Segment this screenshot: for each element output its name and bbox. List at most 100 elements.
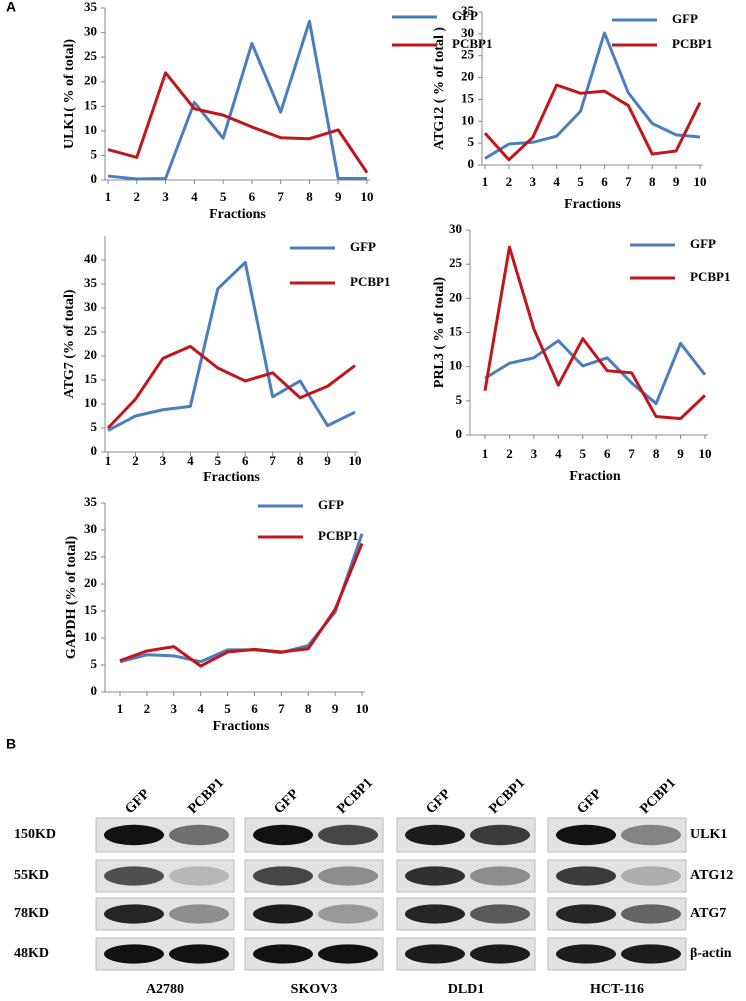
x-tick-label: 5 — [220, 189, 227, 204]
lane-label: PCBP1 — [334, 776, 375, 817]
y-tick-label: 35 — [461, 3, 475, 18]
legend-label: PCBP1 — [690, 269, 730, 284]
blot-band — [318, 866, 378, 886]
blot-band — [318, 904, 378, 924]
x-axis-label: Fractions — [564, 197, 621, 212]
y-tick-label: 5 — [91, 656, 98, 671]
legend-label: GFP — [452, 8, 478, 23]
blot-band — [470, 904, 530, 924]
y-tick-label: 25 — [84, 548, 98, 563]
x-tick-label: 1 — [482, 446, 489, 461]
blot-band — [556, 824, 616, 846]
y-axis-label: ATG7 (% of total) — [62, 289, 77, 398]
y-tick-label: 30 — [84, 299, 97, 314]
y-tick-label: 35 — [84, 275, 98, 290]
y-tick-label: 15 — [84, 602, 98, 617]
x-tick-label: 5 — [224, 701, 231, 716]
blot-band — [104, 904, 164, 924]
blot-band — [556, 866, 616, 886]
blot-band — [405, 944, 465, 964]
y-tick-label: 25 — [84, 323, 98, 338]
lane-label: PCBP1 — [637, 776, 678, 817]
y-tick-label: 0 — [91, 171, 98, 186]
data-line — [119, 542, 364, 668]
y-tick-label: 5 — [468, 134, 475, 149]
x-tick-label: 5 — [215, 453, 222, 468]
y-tick-label: 0 — [456, 426, 463, 441]
x-tick-label: 9 — [335, 189, 342, 204]
blot-band — [169, 904, 229, 924]
legend-label: GFP — [690, 236, 716, 251]
x-axis-label: Fractions — [213, 719, 270, 734]
y-axis-label: GAPDH (% of total) — [64, 536, 79, 660]
x-tick-label: 8 — [649, 174, 656, 189]
y-tick-label: 0 — [91, 683, 98, 698]
x-tick-label: 6 — [249, 189, 256, 204]
blot-band — [169, 824, 229, 846]
x-tick-label: 1 — [105, 189, 112, 204]
x-tick-label: 7 — [278, 701, 285, 716]
x-tick-label: 9 — [332, 701, 339, 716]
x-tick-label: 1 — [482, 174, 489, 189]
x-tick-label: 6 — [604, 446, 611, 461]
blot-band — [253, 944, 313, 964]
panel-label: B — [6, 736, 16, 752]
y-tick-label: 20 — [84, 575, 97, 590]
y-axis-label: ATG12 ( % of total ) — [432, 27, 447, 150]
legend-label: GFP — [318, 497, 344, 512]
data-line — [107, 19, 367, 181]
blot-band — [470, 866, 530, 886]
size-label: 78KD — [14, 906, 49, 921]
y-tick-label: 35 — [84, 0, 98, 14]
cell-line-label: HCT-116 — [590, 982, 644, 997]
legend-label: PCBP1 — [318, 528, 358, 543]
data-line — [107, 260, 356, 432]
y-axis-label: PRL3 ( % of total) — [432, 277, 447, 389]
y-tick-label: 10 — [84, 629, 97, 644]
x-tick-label: 4 — [197, 701, 204, 716]
x-tick-label: 10 — [361, 189, 374, 204]
x-tick-label: 3 — [530, 174, 537, 189]
y-tick-label: 20 — [84, 73, 97, 88]
blot-band — [621, 824, 681, 846]
x-tick-label: 10 — [694, 174, 707, 189]
blot-band — [104, 944, 164, 964]
x-tick-label: 1 — [117, 701, 124, 716]
x-tick-label: 9 — [673, 174, 680, 189]
y-tick-label: 20 — [449, 289, 462, 304]
y-tick-label: 30 — [449, 221, 462, 236]
lane-label: PCBP1 — [486, 776, 527, 817]
blot-band — [621, 944, 681, 964]
y-tick-label: 5 — [456, 392, 463, 407]
y-tick-label: 25 — [449, 255, 463, 270]
x-tick-label: 2 — [506, 174, 513, 189]
x-tick-label: 8 — [305, 701, 312, 716]
x-tick-label: 6 — [601, 174, 608, 189]
y-tick-label: 10 — [449, 358, 462, 373]
blot-band — [405, 866, 465, 886]
x-axis-label: Fractions — [203, 470, 260, 485]
legend-label: GFP — [672, 11, 698, 26]
data-line — [107, 71, 369, 174]
x-tick-label: 5 — [577, 174, 584, 189]
protein-label: β-actin — [690, 946, 732, 961]
x-tick-label: 10 — [349, 453, 362, 468]
lane-label: GFP — [271, 786, 302, 817]
blot-band — [621, 904, 681, 924]
lane-label: GFP — [574, 786, 605, 817]
cell-line-label: A2780 — [146, 982, 184, 997]
protein-label: ATG7 — [690, 906, 726, 921]
x-axis-label: Fraction — [569, 469, 621, 484]
x-tick-label: 5 — [580, 446, 587, 461]
x-tick-label: 3 — [162, 189, 169, 204]
blot-band — [318, 944, 378, 964]
x-tick-label: 6 — [242, 453, 249, 468]
blot-band — [405, 824, 465, 846]
x-tick-label: 4 — [555, 446, 562, 461]
data-line — [484, 339, 707, 406]
x-axis-label: Fractions — [209, 207, 266, 222]
data-line — [483, 245, 707, 421]
x-tick-label: 6 — [251, 701, 258, 716]
size-label: 55KD — [14, 868, 49, 883]
